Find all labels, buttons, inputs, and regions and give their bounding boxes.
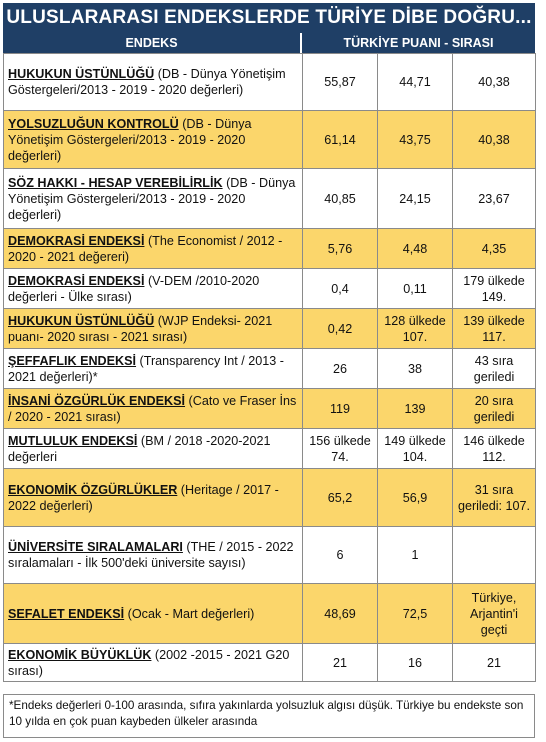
index-name: İNSANİ ÖZGÜRLÜK ENDEKSİ — [8, 393, 186, 408]
index-cell: ŞEFFAFLIK ENDEKSİ (Transparency Int / 20… — [3, 348, 303, 389]
index-name: MUTLULUK ENDEKSİ — [8, 433, 138, 448]
value-cell-v3: 43 sıra geriledi — [452, 348, 536, 389]
index-cell: EKONOMİK ÖZGÜRLÜKLER (Heritage / 2017 - … — [3, 468, 303, 527]
value-cell-v2: 24,15 — [377, 168, 453, 229]
value-cell-v1: 26 — [302, 348, 378, 389]
value-cell-v1: 48,69 — [302, 583, 378, 644]
value-cell-v1: 21 — [302, 643, 378, 682]
index-cell: MUTLULUK ENDEKSİ (BM / 2018 -2020-2021 d… — [3, 428, 303, 469]
table-row: ŞEFFAFLIK ENDEKSİ (Transparency Int / 20… — [3, 348, 536, 389]
value-cell-v3: 179 ülkede 149. — [452, 268, 536, 309]
header-score: TÜRKİYE PUANI - SIRASI — [302, 33, 535, 53]
index-detail: (DB - Dünya Yönetişim Göstergeleri/2013 … — [8, 175, 296, 222]
value-cell-v2: 0,11 — [377, 268, 453, 309]
value-cell-v2: 4,48 — [377, 228, 453, 269]
index-name: HUKUKUN ÜSTÜNLÜĞÜ — [8, 313, 155, 328]
table-row: ÜNİVERSİTE SIRALAMALARI (THE / 2015 - 20… — [3, 526, 536, 584]
index-cell: SÖZ HAKKI - HESAP VEREBİLİRLİK (DB - Dün… — [3, 168, 303, 229]
value-cell-v2: 72,5 — [377, 583, 453, 644]
value-cell-v3: 31 sıra geriledi: 107. — [452, 468, 536, 527]
index-table: HUKUKUN ÜSTÜNLÜĞÜ (DB - Dünya Yönetişim … — [3, 53, 536, 682]
index-cell: DEMOKRASİ ENDEKSİ (V-DEM /2010-2020 değe… — [3, 268, 303, 309]
value-cell-v3: 40,38 — [452, 53, 536, 111]
value-cell-v3: 146 ülkede 112. — [452, 428, 536, 469]
value-cell-v1: 119 — [302, 388, 378, 429]
index-detail: (THE / 2015 - 2022 sıralamaları - İlk 50… — [8, 540, 294, 570]
value-cell-v3: 20 sıra geriledi — [452, 388, 536, 429]
index-detail: (Cato ve Fraser İns / 2020 - 2021 sırası… — [8, 393, 297, 424]
table-row: YOLSUZLUĞUN KONTROLÜ (DB - Dünya Yönetiş… — [3, 110, 536, 169]
index-cell: HUKUKUN ÜSTÜNLÜĞÜ (WJP Endeksi- 2021 pua… — [3, 308, 303, 349]
value-cell-v3: 4,35 — [452, 228, 536, 269]
value-cell-v1: 0,4 — [302, 268, 378, 309]
table-row: DEMOKRASİ ENDEKSİ (The Economist / 2012 … — [3, 228, 536, 269]
value-cell-v3: 139 ülkede 117. — [452, 308, 536, 349]
value-cell-v1: 156 ülkede 74. — [302, 428, 378, 469]
index-cell: ÜNİVERSİTE SIRALAMALARI (THE / 2015 - 20… — [3, 526, 303, 584]
index-name: SEFALET ENDEKSİ — [8, 606, 125, 621]
index-detail: (Transparency Int / 2013 - 2021 değerler… — [8, 353, 284, 384]
table-row: EKONOMİK ÖZGÜRLÜKLER (Heritage / 2017 - … — [3, 468, 536, 527]
index-cell: DEMOKRASİ ENDEKSİ (The Economist / 2012 … — [3, 228, 303, 269]
index-detail: (BM / 2018 -2020-2021 değerleri — [8, 433, 271, 464]
index-detail: (Ocak - Mart değerleri) — [124, 606, 255, 621]
value-cell-v2: 44,71 — [377, 53, 453, 111]
index-name: DEMOKRASİ ENDEKSİ — [8, 233, 145, 248]
index-cell: YOLSUZLUĞUN KONTROLÜ (DB - Dünya Yönetiş… — [3, 110, 303, 169]
value-cell-v2: 149 ülkede 104. — [377, 428, 453, 469]
index-cell: HUKUKUN ÜSTÜNLÜĞÜ (DB - Dünya Yönetişim … — [3, 53, 303, 111]
value-cell-v3 — [452, 526, 536, 584]
value-cell-v2: 128 ülkede 107. — [377, 308, 453, 349]
table-row: İNSANİ ÖZGÜRLÜK ENDEKSİ (Cato ve Fraser … — [3, 388, 536, 429]
value-cell-v2: 38 — [377, 348, 453, 389]
value-cell-v1: 61,14 — [302, 110, 378, 169]
index-detail: (DB - Dünya Yönetişim Göstergeleri/2013 … — [8, 116, 252, 163]
index-cell: SEFALET ENDEKSİ (Ocak - Mart değerleri) — [3, 583, 303, 644]
value-cell-v1: 65,2 — [302, 468, 378, 527]
page-title: ULUSLARARASI ENDEKSLERDE TÜRİYE DİBE DOĞ… — [3, 3, 535, 33]
value-cell-v1: 0,42 — [302, 308, 378, 349]
value-cell-v2: 43,75 — [377, 110, 453, 169]
index-name: DEMOKRASİ ENDEKSİ — [8, 273, 145, 288]
footnote: *Endeks değerleri 0-100 arasında, sıfıra… — [3, 694, 535, 738]
index-name: ŞEFFAFLIK ENDEKSİ — [8, 353, 137, 368]
index-name: EKONOMİK BÜYÜKLÜK — [8, 647, 152, 662]
value-cell-v3: 21 — [452, 643, 536, 682]
index-cell: İNSANİ ÖZGÜRLÜK ENDEKSİ (Cato ve Fraser … — [3, 388, 303, 429]
value-cell-v2: 1 — [377, 526, 453, 584]
table-row: DEMOKRASİ ENDEKSİ (V-DEM /2010-2020 değe… — [3, 268, 536, 309]
value-cell-v2: 16 — [377, 643, 453, 682]
value-cell-v3: Türkiye, Arjantin'i geçti — [452, 583, 536, 644]
index-cell: EKONOMİK BÜYÜKLÜK (2002 -2015 - 2021 G20… — [3, 643, 303, 682]
value-cell-v2: 139 — [377, 388, 453, 429]
table-row: EKONOMİK BÜYÜKLÜK (2002 -2015 - 2021 G20… — [3, 643, 536, 682]
value-cell-v1: 55,87 — [302, 53, 378, 111]
table-row: HUKUKUN ÜSTÜNLÜĞÜ (DB - Dünya Yönetişim … — [3, 53, 536, 111]
index-name: HUKUKUN ÜSTÜNLÜĞÜ — [8, 67, 155, 81]
value-cell-v2: 56,9 — [377, 468, 453, 527]
value-cell-v1: 6 — [302, 526, 378, 584]
index-detail: (DB - Dünya Yönetişim Gösterge­leri/2013… — [8, 67, 286, 97]
value-cell-v3: 23,67 — [452, 168, 536, 229]
index-detail: (The Economist / 2012 - 2020 - 2021 değe… — [8, 233, 283, 264]
table-row: MUTLULUK ENDEKSİ (BM / 2018 -2020-2021 d… — [3, 428, 536, 469]
value-cell-v3: 40,38 — [452, 110, 536, 169]
value-cell-v1: 40,85 — [302, 168, 378, 229]
table-row: SEFALET ENDEKSİ (Ocak - Mart değerleri) 4… — [3, 583, 536, 644]
header-index: ENDEKS — [3, 33, 300, 53]
table-row: SÖZ HAKKI - HESAP VEREBİLİRLİK (DB - Dün… — [3, 168, 536, 229]
index-detail: (2002 -2015 - 2021 G20 sırası) — [8, 647, 290, 678]
index-detail: (WJP Endeksi- 2021 puanı- 2020 sırası - … — [8, 313, 273, 344]
table-row: HUKUKUN ÜSTÜNLÜĞÜ (WJP Endeksi- 2021 pua… — [3, 308, 536, 349]
index-detail: (Heritage / 2017 - 2022 değerleri) — [8, 482, 279, 513]
index-name: YOLSUZLUĞUN KONTROLÜ — [8, 116, 179, 131]
index-name: EKONOMİK ÖZGÜRLÜKLER — [8, 482, 178, 497]
index-detail: (V-DEM /2010-2020 değerleri - Ülke sıras… — [8, 273, 260, 304]
index-name: ÜNİVERSİTE SIRALAMALARI — [8, 540, 183, 554]
index-name: SÖZ HAKKI - HESAP VEREBİLİRLİK — [8, 175, 223, 190]
value-cell-v1: 5,76 — [302, 228, 378, 269]
